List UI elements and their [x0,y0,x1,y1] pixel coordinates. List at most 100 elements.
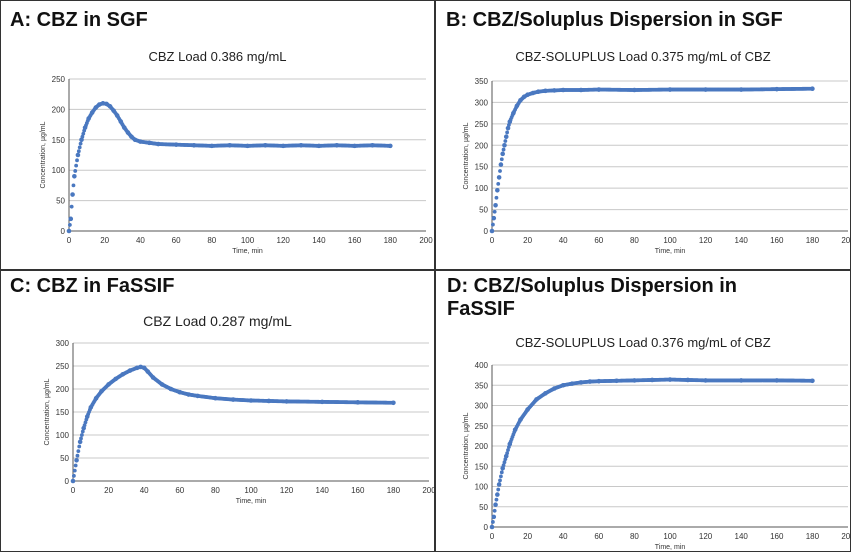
data-point [75,152,81,158]
data-point [543,391,548,396]
y-tick-label: 0 [61,227,66,236]
data-point [512,427,518,433]
data-point [503,134,509,140]
x-tick-label: 160 [351,486,365,495]
data-point [209,143,215,149]
series-trace-marker [503,139,508,143]
data-point [107,104,113,109]
data-point [248,398,254,403]
series-trace-marker [73,463,78,468]
series-trace-marker [72,468,77,473]
y-tick-label: 0 [484,523,489,532]
data-point [352,143,357,149]
y-tick-label: 50 [479,206,488,215]
y-tick-label: 200 [56,385,70,394]
data-point [186,392,191,397]
series-trace-marker [492,508,497,513]
data-point [145,369,151,374]
y-axis-label: Concentration, µg/mL [44,378,51,445]
data-point [552,386,557,391]
data-point [518,417,523,422]
data-point [298,142,304,148]
data-point [569,381,575,386]
data-point [525,407,530,412]
data-point [150,375,156,380]
x-tick-label: 0 [71,486,76,495]
x-tick-label: 0 [67,236,72,245]
data-point [521,94,527,100]
data-point [738,87,744,92]
data-point [810,378,815,384]
y-tick-label: 250 [52,75,66,84]
x-axis-label: Time, min [236,498,267,505]
x-tick-label: 140 [316,486,330,495]
data-point [141,365,147,371]
y-tick-label: 150 [475,163,489,172]
series-trace-marker [73,169,78,173]
data-point [491,215,497,221]
data-point [500,465,505,471]
chart-b: 0 50 100 150 200 250 300 350 0 20 40 60 80 100 120 140 1… [463,77,850,255]
y-tick-label: 100 [475,483,489,492]
y-axis-label: Concentration, µg/mL [463,122,470,189]
data-point [543,88,548,94]
data-point [370,142,375,148]
x-tick-label: 200 [841,532,851,541]
data-point [685,377,691,383]
y-tick-label: 200 [475,442,489,451]
data-point [552,88,557,93]
chart-c: 0 50 100 150 200 250 300 0 20 40 60 80 100 120 140 160 1… [44,339,434,505]
data-point [534,397,539,402]
series-trace-marker [80,429,85,434]
x-tick-label: 20 [100,236,109,245]
y-tick-label: 200 [52,105,66,114]
y-tick-label: 350 [475,77,489,86]
panel-a: A: CBZ in SGF CBZ Load 0.386 mg/mL 0 50 10… [0,0,435,270]
x-tick-label: 20 [523,532,532,541]
data-point [280,143,286,149]
series-trace-marker [501,147,506,152]
data-point [173,142,179,147]
series-trace-marker [499,157,504,162]
x-tick-label: 60 [172,236,181,245]
x-tick-label: 160 [770,532,784,541]
y-tick-label: 50 [479,503,488,512]
x-tick-label: 0 [490,236,495,245]
data-point [355,400,361,405]
x-tick-label: 100 [241,236,255,245]
y-tick-label: 300 [56,339,70,348]
data-point [493,202,498,208]
data-point [614,378,619,384]
y-tick-label: 250 [475,120,489,129]
series-trace-marker [496,487,501,492]
series-trace-marker [79,436,83,441]
data-point [213,395,218,401]
data-point [334,142,340,148]
x-axis-label: Time, min [232,248,263,255]
series-trace-marker [74,163,79,168]
panel-c-title: C: CBZ in FaSSIF [10,275,175,297]
data-point [507,441,513,447]
panel-a-title: A: CBZ in SGF [10,9,148,31]
data-point [104,101,109,107]
y-tick-label: 150 [56,408,70,417]
panel-d-title: D: CBZ/Soluplus Dispersion in FaSSIF [447,275,738,320]
data-point [81,425,86,431]
x-tick-label: 140 [735,236,749,245]
data-point [230,397,236,402]
data-point [578,87,584,93]
data-point [106,382,111,387]
series-trace-marker [496,181,501,186]
data-point [111,108,116,113]
y-tick-label: 150 [475,462,489,471]
data-point [489,524,495,530]
panel-c: C: CBZ in FaSSIF CBZ Load 0.287 mg/mL 0 5… [0,270,435,552]
series-trace-marker [506,448,510,452]
data-point [525,92,530,98]
series-trace-marker [67,223,72,227]
data-point [125,130,131,135]
y-tick-label: 200 [475,141,489,150]
series-trace-marker [71,183,76,188]
y-tick-label: 0 [65,477,70,486]
series-trace-marker [77,145,82,150]
